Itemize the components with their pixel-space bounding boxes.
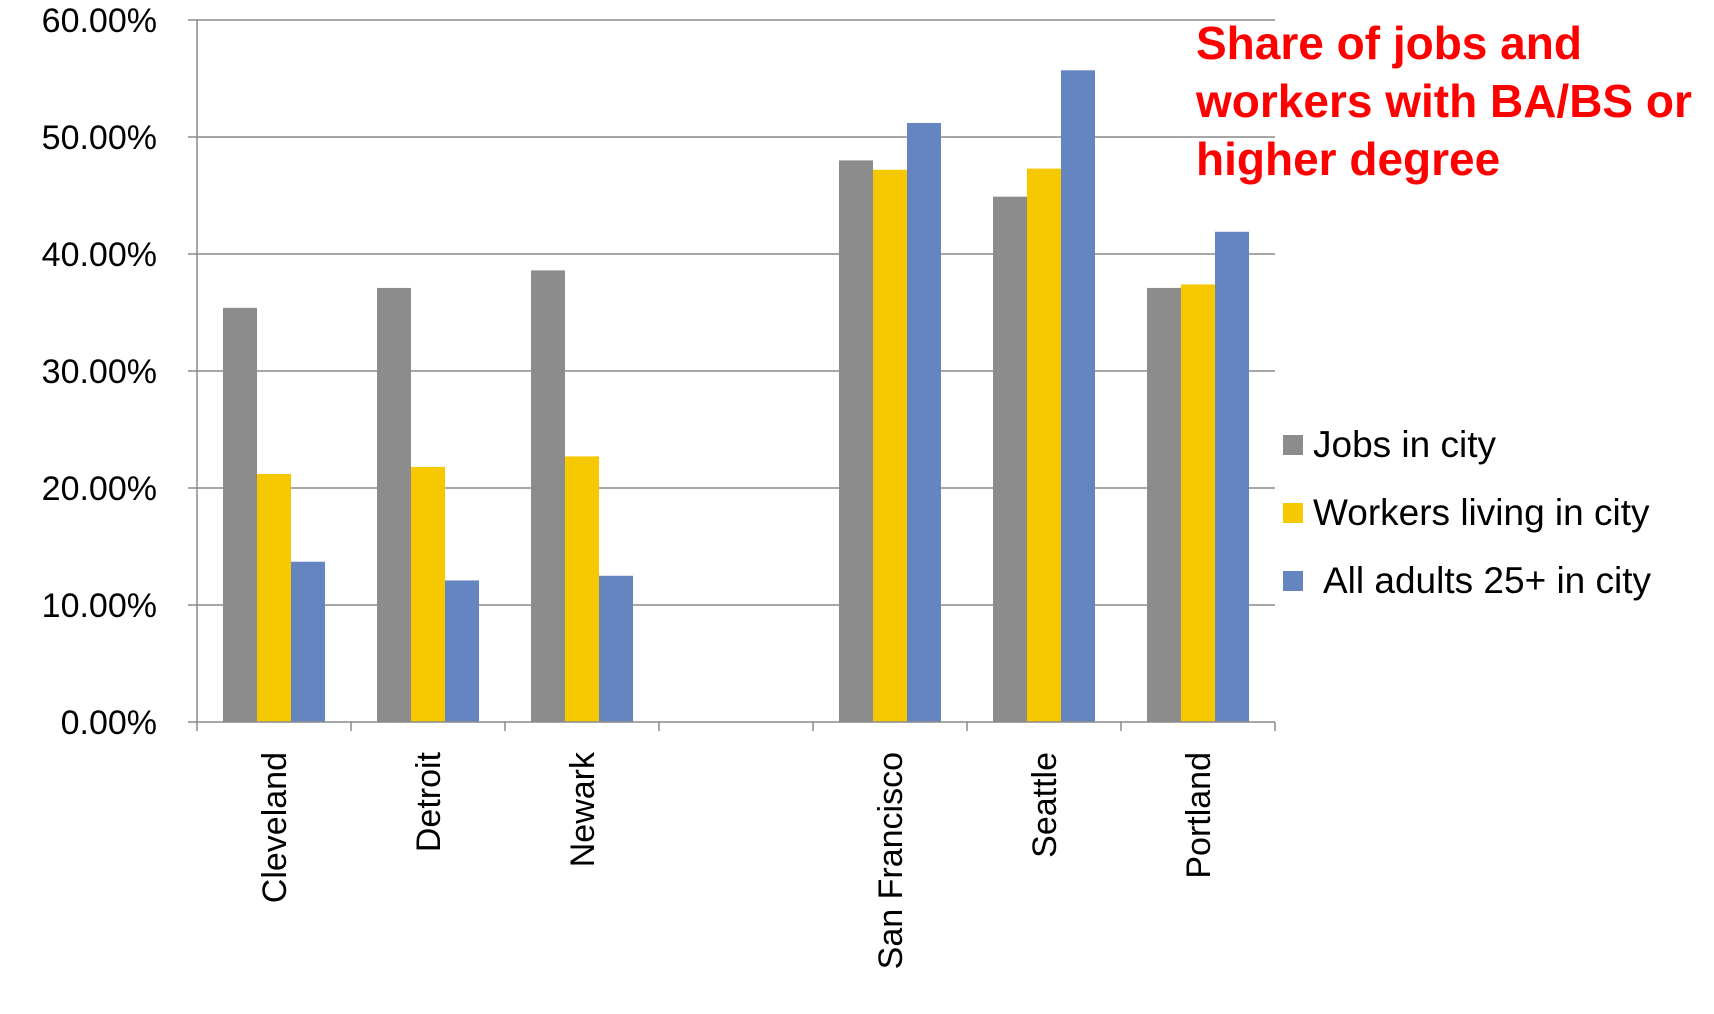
- bar: [1027, 168, 1061, 723]
- y-tick-label: 0.00%: [61, 704, 157, 742]
- legend-swatch-adults: [1283, 571, 1303, 591]
- y-tick-label: 60.00%: [42, 2, 157, 40]
- bar: [1061, 70, 1095, 722]
- bars: [223, 70, 1249, 723]
- bar: [873, 169, 907, 722]
- bar: [223, 307, 257, 722]
- x-tick-label: Detroit: [410, 751, 448, 852]
- x-tick-label: Cleveland: [256, 752, 294, 903]
- x-tick-label: Portland: [1180, 752, 1218, 879]
- legend-label-adults: All adults 25+ in city: [1323, 560, 1652, 601]
- y-axis-tick-labels: 0.00% 10.00% 20.00% 30.00% 40.00% 50.00% 60.00…: [42, 2, 157, 742]
- legend-swatch-workers: [1283, 503, 1303, 523]
- bar: [1181, 284, 1215, 722]
- bar: [445, 580, 479, 722]
- bar: [1147, 287, 1181, 722]
- y-tick-label: 10.00%: [42, 587, 157, 625]
- bar: [839, 160, 873, 722]
- bar: [993, 196, 1027, 723]
- x-tick-label: San Francisco: [872, 752, 910, 969]
- bar: [291, 561, 325, 722]
- x-tick-label: Newark: [564, 751, 602, 867]
- bar: [565, 456, 599, 722]
- legend-swatch-jobs: [1283, 435, 1303, 455]
- bar: [599, 575, 633, 722]
- y-tick-label: 50.00%: [42, 119, 157, 157]
- bar: [907, 122, 941, 722]
- bar: [531, 270, 565, 722]
- bar: [377, 287, 411, 722]
- legend-label-workers: Workers living in city: [1313, 492, 1650, 533]
- legend-label-jobs: Jobs in city: [1313, 424, 1497, 465]
- y-tick-label: 40.00%: [42, 236, 157, 274]
- x-tick-label: Seattle: [1026, 752, 1064, 858]
- y-tick-label: 30.00%: [42, 353, 157, 391]
- bar: [257, 473, 291, 722]
- x-axis-tick-labels: Cleveland Detroit Newark San Francisco Seatt…: [256, 751, 1218, 969]
- axes: [188, 19, 1276, 731]
- bar: [411, 466, 445, 722]
- y-tick-label: 20.00%: [42, 470, 157, 508]
- bar: [1215, 231, 1249, 722]
- chart-title: Share of jobs and workers with BA/BS or …: [1196, 17, 1692, 185]
- gridlines: [197, 19, 1275, 606]
